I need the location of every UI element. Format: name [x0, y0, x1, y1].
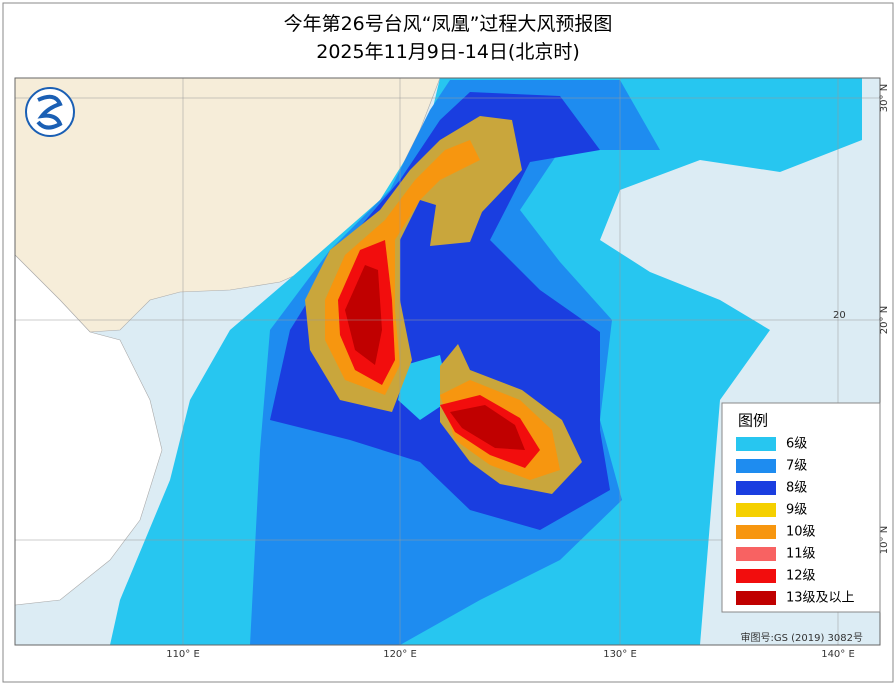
map: 20 审图号:GS (2019) 3082号 [14, 77, 881, 646]
lon-labels: 110° E 120° E 130° E 140° E [166, 649, 855, 660]
legend-label: 9级 [786, 503, 807, 518]
legend-swatch [736, 591, 776, 605]
legend-swatch [736, 459, 776, 473]
logo [25, 87, 75, 137]
legend-swatch [736, 503, 776, 517]
lat-label: 10° N [879, 526, 890, 554]
lat-labels: 30° N 20° N 10° N [879, 84, 890, 554]
legend-label: 10级 [786, 525, 816, 540]
legend-label: 13级及以上 [786, 591, 855, 606]
legend: 图例 6级 7级 8级 9级 10级 11级 12级 13级及以上 [721, 402, 881, 613]
legend-label: 8级 [786, 481, 807, 496]
legend-swatch [736, 547, 776, 561]
lon-label: 120° E [383, 649, 417, 660]
lon-label: 140° E [821, 649, 855, 660]
legend-title: 图例 [738, 412, 768, 430]
legend-label: 11级 [786, 547, 816, 562]
legend-swatch [736, 569, 776, 583]
review-number: 审图号:GS (2019) 3082号 [740, 631, 863, 644]
legend-label: 12级 [786, 569, 816, 584]
lat-label: 30° N [879, 84, 890, 112]
lon-label: 130° E [603, 649, 637, 660]
title: 今年第26号台风“凤凰”过程大风预报图 [284, 13, 613, 35]
legend-swatch [736, 525, 776, 539]
subtitle: 2025年11月9日-14日(北京时) [316, 41, 579, 63]
land-indochina [14, 254, 163, 606]
legend-swatch [736, 481, 776, 495]
wind-6-luzon [398, 355, 450, 420]
logo-mark [36, 94, 63, 130]
legend-label: 7级 [786, 459, 807, 474]
wind-13-west [345, 265, 382, 365]
legend-label: 6级 [786, 437, 807, 452]
map-border [14, 77, 881, 646]
grid-label: 20 [833, 310, 846, 321]
lat-label: 20° N [879, 306, 890, 334]
wind-13-east [450, 405, 525, 450]
lon-label: 110° E [166, 649, 200, 660]
legend-swatch [736, 437, 776, 451]
